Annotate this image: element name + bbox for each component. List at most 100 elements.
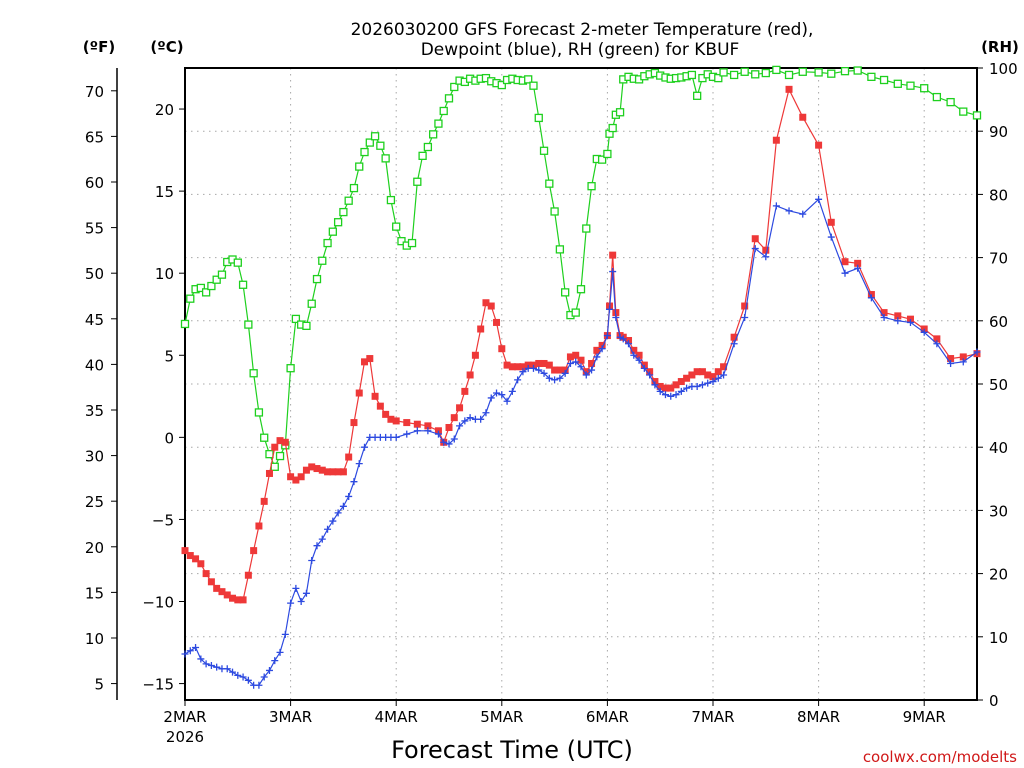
fahrenheit-tick-label: 70 [85,83,104,101]
temperature-point [276,437,284,445]
temperature-point [350,419,358,427]
rh-point [798,67,807,76]
temperature-point [234,596,242,604]
dewpoint-point [503,397,511,405]
rh-point [392,222,401,231]
temperature-point [593,346,601,354]
dewpoint-point [413,427,421,435]
temperature-point [192,555,200,563]
fahrenheit-tick-label: 35 [85,402,104,420]
rh-point [407,238,417,248]
dewpoint-point [672,391,680,399]
rh-point [207,281,216,291]
dewpoint-point [630,351,638,359]
temperature-point [741,302,749,310]
rh-point [397,237,406,246]
axes-layer: 2MAR 2026 3MAR 4MAR 5MAR 6MAR 7MAR 8MAR 9MAR 0 10 2… [85,60,1018,746]
rh-point [302,321,311,331]
dewpoint-point [265,666,273,674]
dewpoint-point [603,332,611,340]
temperature-point [688,371,696,379]
celsius-unit-label: (ºC) [150,38,183,56]
temperature-point [345,453,353,461]
temperature-point [566,353,574,361]
temperature-point [762,246,770,254]
dewpoint-point [255,681,263,689]
dewpoint-point [720,371,728,379]
rh-point [376,141,385,150]
dewpoint-point [625,340,633,348]
temperature-point [683,374,691,382]
fahrenheit-tick-label: 15 [85,584,104,602]
dewpoint-point [297,598,305,606]
temperature-point [387,415,395,423]
rh-point [751,70,760,79]
rh-point [582,224,591,233]
fahrenheit-unit-label: (ºF) [83,38,115,56]
dewpoint-point [482,409,490,417]
dewpoint-point [345,492,353,500]
temperature-point [609,251,617,259]
dewpoint-point [598,345,606,353]
dewpoint-point [566,359,574,367]
temperature-point [551,366,559,374]
temperature-point [392,417,400,425]
rh-point [587,182,596,191]
x-axis-label: Forecast Time (UTC) [391,736,633,764]
temperature-point [244,571,252,579]
dewpoint-point [540,369,548,377]
dewpoint-point [841,269,849,277]
rh-point [529,81,538,90]
temperature-point [933,335,941,343]
temperature-point [799,113,807,121]
temperature-point [785,85,793,93]
dewpoint-point [487,394,495,402]
rh-point [291,314,301,324]
temperature-point [572,351,580,359]
temperature-point [503,361,511,369]
dewpoint-point [229,668,237,676]
dewpoint-point [308,556,316,564]
dewpoint-point [213,663,221,671]
dewpoint-point [651,381,659,389]
rh-point [318,256,327,265]
temperature-point [339,468,347,476]
dewpoint-point [545,374,553,382]
temperature-point [466,371,474,379]
dewpoint-point [683,384,691,392]
x-tick-label: 5MAR [480,708,523,726]
temperature-point [827,218,835,226]
rh-tick-label: 50 [989,376,1008,394]
dewpoint-point [677,387,685,395]
dewpoint-point [667,392,675,400]
dewpoint-point [561,369,569,377]
temperature-point [693,368,701,376]
temperature-point [508,363,516,371]
temperature-point [450,414,458,422]
rh-tick-label: 20 [989,566,1008,584]
rh-point [550,207,559,216]
temperature-point [514,363,522,371]
temperature-point [207,578,215,586]
rh-point [972,111,982,120]
fahrenheit-tick-label: 20 [85,539,104,557]
rh-point [360,147,369,157]
temperature-point [471,351,479,359]
dewpoint-point [207,662,215,670]
temperature-point [751,235,759,243]
x-tick-label: 9MAR [903,708,946,726]
temperature-point [815,141,823,149]
temperature-point [334,468,342,476]
rh-point [740,67,749,76]
rh-tick-label: 90 [989,123,1008,141]
dewpoint-point [456,422,464,430]
dewpoint-point [572,358,580,366]
dewpoint-point [751,245,759,253]
dewpoint-point [619,335,627,343]
dewpoint-point [606,305,614,313]
rh-point [212,275,221,284]
credit-text[interactable]: coolwx.com/modelts [863,748,1017,766]
dewpoint-point [181,650,189,658]
temperature-point [772,136,780,144]
dewpoint-point [709,378,717,386]
